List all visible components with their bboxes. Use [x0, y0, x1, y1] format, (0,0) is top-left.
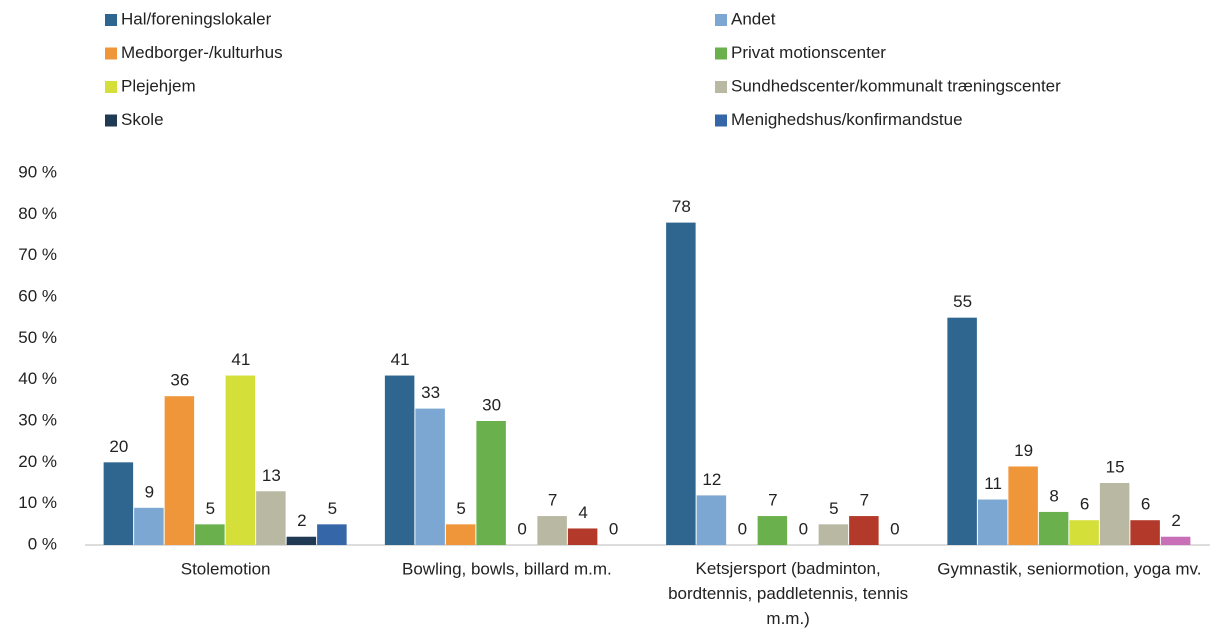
bar — [103, 462, 134, 545]
bar — [286, 536, 317, 545]
legend-label: Hal/foreningslokaler — [121, 9, 272, 28]
x-tick-label: Gymnastik, seniormotion, yoga mv. — [937, 559, 1201, 578]
data-label: 7 — [548, 491, 557, 510]
bar — [818, 524, 849, 545]
y-tick-label: 90 % — [18, 162, 57, 181]
data-label: 33 — [421, 383, 440, 402]
legend-label: Skole — [121, 110, 164, 129]
bar — [537, 516, 567, 545]
data-label: 0 — [517, 519, 526, 538]
data-label: 36 — [170, 371, 189, 390]
bar — [195, 524, 225, 545]
x-tick-label: Stolemotion — [181, 559, 271, 578]
bar — [567, 528, 598, 545]
bar — [849, 516, 879, 545]
legend-swatch — [105, 81, 117, 93]
data-label: 0 — [890, 519, 899, 538]
legend-label: Sundhedscenter/kommunalt træningscenter — [731, 76, 1061, 95]
y-tick-label: 40 % — [18, 369, 57, 388]
bar — [1008, 466, 1038, 545]
data-label: 30 — [482, 395, 501, 414]
y-tick-label: 50 % — [18, 328, 57, 347]
data-label: 6 — [1080, 495, 1089, 514]
data-label: 19 — [1014, 441, 1033, 460]
bar — [415, 408, 445, 545]
legend-label: Andet — [731, 9, 776, 28]
bar — [696, 495, 727, 545]
data-label: 8 — [1049, 486, 1058, 505]
data-label: 5 — [456, 499, 465, 518]
legend-swatch — [715, 114, 727, 127]
legend-label: Menighedshus/konfirmandstue — [731, 110, 963, 129]
bar — [1099, 483, 1130, 545]
data-label: 55 — [953, 292, 972, 311]
bar — [977, 499, 1008, 545]
x-tick-label: Bowling, bowls, billard m.m. — [402, 559, 612, 578]
bar — [1069, 520, 1099, 545]
data-label: 15 — [1106, 457, 1125, 476]
data-label: 2 — [297, 511, 306, 530]
legend-label: Privat motionscenter — [731, 43, 886, 62]
legend-swatch — [105, 114, 117, 127]
bar — [164, 396, 195, 545]
data-label: 41 — [231, 350, 250, 369]
data-label: 20 — [109, 437, 128, 456]
bar — [317, 524, 347, 545]
data-label: 78 — [672, 197, 691, 216]
bar — [445, 524, 476, 545]
bar — [225, 375, 256, 545]
bar — [476, 421, 506, 545]
data-label: 4 — [578, 503, 587, 522]
legend-swatch — [715, 47, 727, 60]
legend-swatch — [105, 14, 117, 26]
y-tick-label: 80 % — [18, 204, 57, 223]
bar — [1160, 536, 1191, 545]
bar — [134, 507, 164, 545]
data-label: 5 — [206, 499, 215, 518]
data-label: 41 — [391, 350, 410, 369]
bar — [1038, 511, 1069, 545]
data-label: 6 — [1141, 495, 1150, 514]
data-label: 5 — [328, 499, 337, 518]
y-tick-label: 10 % — [18, 493, 57, 512]
data-label: 5 — [829, 499, 838, 518]
bar — [384, 375, 415, 545]
data-label: 12 — [702, 470, 721, 489]
legend-swatch — [715, 14, 727, 26]
data-label: 9 — [145, 482, 154, 501]
y-tick-label: 0 % — [28, 534, 57, 553]
data-label: 11 — [984, 474, 1002, 493]
bar — [666, 222, 696, 545]
data-label: 2 — [1171, 511, 1180, 530]
y-tick-label: 20 % — [18, 452, 57, 471]
legend-label: Medborger-/kulturhus — [121, 43, 283, 62]
data-label: 13 — [262, 466, 281, 485]
y-tick-label: 70 % — [18, 245, 57, 264]
data-label: 0 — [738, 519, 747, 538]
y-tick-label: 60 % — [18, 286, 57, 305]
data-label: 7 — [860, 491, 869, 510]
legend-swatch — [105, 47, 117, 60]
x-tick-label: Ketsjersport (badminton, bordtennis, padd… — [668, 559, 908, 628]
bar — [947, 317, 977, 545]
bar — [757, 516, 788, 545]
bar — [256, 491, 286, 545]
legend-swatch — [715, 81, 727, 93]
y-tick-label: 30 % — [18, 410, 57, 429]
legend-label: Plejehjem — [121, 76, 196, 95]
data-label: 7 — [768, 491, 777, 510]
data-label: 0 — [609, 519, 618, 538]
data-label: 0 — [799, 519, 808, 538]
bar — [1130, 520, 1160, 545]
